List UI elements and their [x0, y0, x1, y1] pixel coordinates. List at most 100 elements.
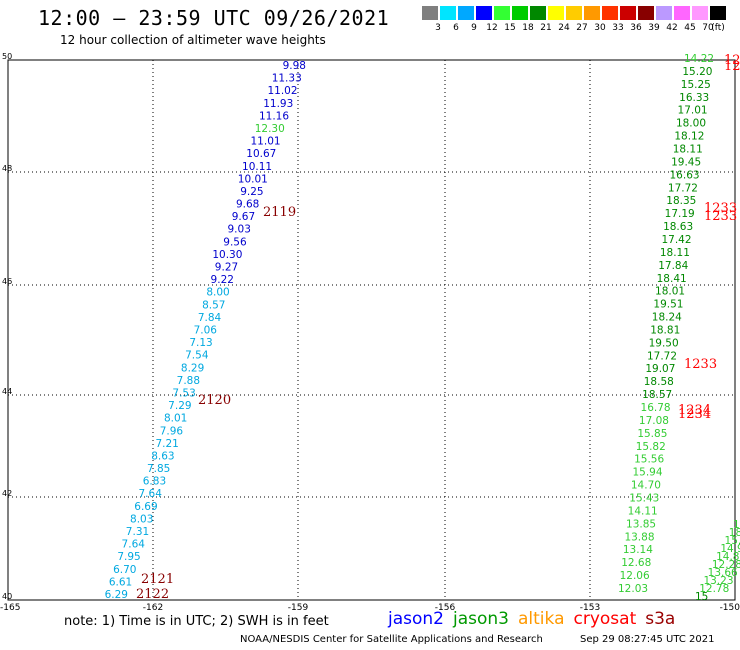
longitude-label: -153: [580, 603, 600, 613]
scale-swatch: [458, 6, 474, 20]
page-title: 12:00 — 23:59 UTC 09/26/2021: [38, 6, 390, 30]
wave-height-label: 12.28: [712, 559, 740, 571]
wave-height-label: 8.03: [130, 513, 153, 525]
time-label: 1234: [678, 403, 711, 418]
scale-label: 6: [453, 23, 459, 33]
wave-height-label: 15.25: [681, 79, 711, 91]
wave-height-label: 8.57: [202, 299, 225, 311]
wave-height-label: 8.01: [164, 413, 187, 425]
wave-height-label: 7.85: [147, 463, 170, 475]
wave-height-label: 19.45: [671, 156, 701, 168]
wave-height-label: 6.69: [134, 501, 157, 513]
scale-unit: (ft): [711, 23, 725, 33]
wave-height-label: 15.82: [636, 441, 666, 453]
scale-label: 27: [576, 23, 588, 33]
wave-height-label: 7.64: [139, 488, 163, 500]
scale-swatch: [566, 6, 582, 20]
wave-height-label: 7.13: [189, 337, 212, 349]
legend-jason3: jason3: [453, 609, 509, 629]
longitude-label: -156: [435, 603, 456, 613]
scale-swatch: [620, 6, 636, 20]
wave-height-label: 14.11: [628, 505, 658, 517]
wave-height-label: 10.30: [212, 249, 242, 261]
wave-height-label: 6.61: [109, 576, 132, 588]
wave-height-label: 11.16: [259, 110, 289, 122]
wave-height-label: 19.07: [645, 363, 675, 375]
scale-label: 30: [594, 23, 606, 33]
wave-height-label: 7.31: [126, 526, 149, 538]
wave-height-label: 18.57: [642, 389, 672, 401]
legend-s3a: s3a: [645, 609, 676, 629]
wave-height-label: 12.30: [255, 123, 285, 135]
latitude-label: 48: [2, 164, 12, 173]
scale-swatch: [530, 6, 546, 20]
wave-height-label: 15.43: [629, 493, 659, 505]
scale-label: 36: [630, 23, 642, 33]
wave-height-label: 19.50: [649, 337, 679, 349]
time-label: 1233: [704, 209, 737, 224]
latitude-label: 44: [2, 387, 12, 396]
wave-height-label: 18.63: [663, 221, 693, 233]
wave-height-label: 9.56: [223, 236, 247, 248]
scale-label: 18: [522, 23, 534, 33]
wave-height-label: 8.29: [181, 362, 204, 374]
wave-height-label: 8.63: [151, 450, 174, 462]
longitude-label: -162: [143, 603, 163, 613]
wave-height-label: 17.19: [665, 208, 695, 220]
scale-swatch: [548, 6, 564, 20]
wave-height-label: 13.14: [623, 544, 653, 556]
scale-label: 21: [540, 23, 552, 33]
wave-height-label: 15.85: [637, 428, 667, 440]
wave-height-label: 9.22: [211, 274, 234, 286]
wave-height-label: 18.41: [657, 273, 687, 285]
wave-height-label: 10.67: [246, 148, 276, 160]
scale-swatch: [584, 6, 600, 20]
scale-swatch: [494, 6, 510, 20]
wave-height-label: 17.01: [678, 105, 708, 117]
scale-label: 42: [666, 23, 678, 33]
wave-height-label: 7.96: [160, 425, 184, 437]
wave-height-label: 11.01: [251, 136, 281, 148]
wave-height-label: 14.70: [631, 480, 661, 492]
wave-height-label: 9.27: [215, 262, 238, 274]
wave-height-label: 7.64: [122, 539, 146, 551]
wave-height-label: 14.8: [716, 551, 739, 563]
wave-height-label: 6.29: [105, 589, 128, 601]
wave-height-label: 16.33: [679, 92, 709, 104]
wave-height-label: 12.03: [618, 583, 648, 595]
wave-height-label: 6.70: [113, 564, 136, 576]
scale-swatch: [656, 6, 672, 20]
wave-height-label: 18.11: [660, 247, 690, 259]
scale-swatch: [422, 6, 438, 20]
scale-swatch: [440, 6, 456, 20]
wave-height-label: 9.25: [240, 186, 263, 198]
scale-label: 3: [435, 23, 441, 33]
scale-label: 9: [471, 23, 477, 33]
wave-height-label: 6.83: [143, 476, 166, 488]
wave-height-label: 17.72: [668, 182, 698, 194]
legend-jason2: jason2: [388, 609, 444, 629]
wave-height-label: 15.94: [632, 467, 662, 479]
scale-label: 24: [558, 23, 570, 33]
scale-label: 12: [486, 23, 498, 33]
time-label: 2120: [198, 393, 231, 408]
wave-height-label: 18.81: [650, 324, 680, 336]
legend-cryosat: cryosat: [573, 609, 637, 629]
scale-swatch: [602, 6, 618, 20]
latitude-label: 40: [2, 592, 12, 601]
wave-height-label: 10.01: [238, 173, 268, 185]
scale-swatch: [512, 6, 528, 20]
wave-height-label: 11.02: [267, 85, 297, 97]
wave-height-label: 18.24: [652, 312, 682, 324]
scale-label: 70: [702, 23, 714, 33]
wave-height-label: 13: [733, 519, 740, 531]
wave-height-label: 12.78: [699, 583, 729, 595]
wave-height-label: 11.33: [272, 73, 302, 85]
footnote: note: 1) Time is in UTC; 2) SWH is in fe…: [64, 614, 329, 629]
wave-height-label: 9.67: [232, 211, 255, 223]
scale-swatch: [674, 6, 690, 20]
time-label: 2121: [141, 572, 174, 587]
wave-height-label: 19.51: [653, 299, 683, 311]
wave-height-label: 14.22: [684, 53, 714, 65]
